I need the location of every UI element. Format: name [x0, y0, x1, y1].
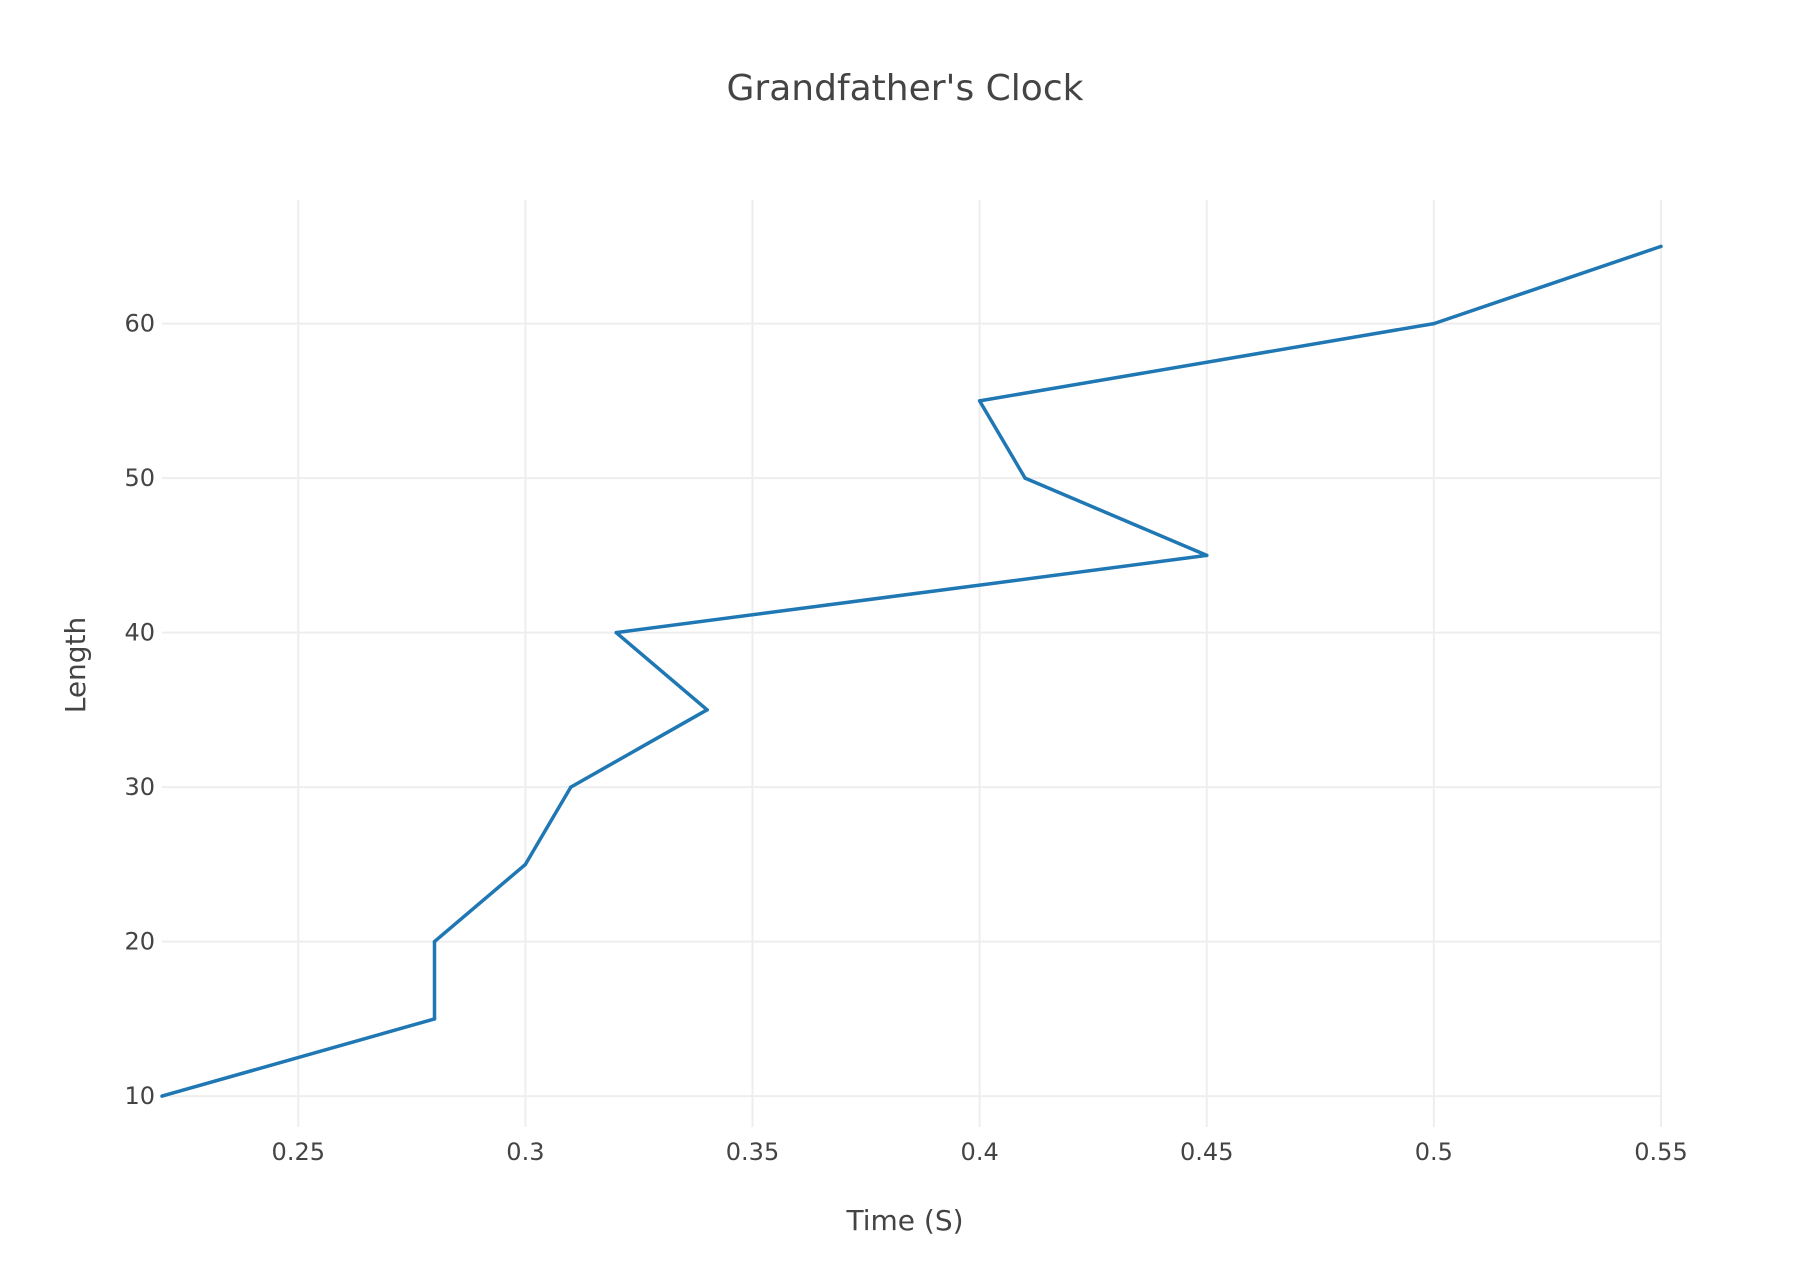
data-point	[523, 862, 528, 867]
y-tick-label: 60	[124, 310, 155, 338]
data-point	[1205, 553, 1209, 558]
x-tick-label: 0.25	[272, 1138, 325, 1166]
x-axis-title: Time (S)	[845, 1204, 963, 1237]
y-tick-label: 50	[124, 464, 155, 492]
x-tick-label: 0.55	[1634, 1138, 1687, 1166]
y-tick-label: 40	[124, 619, 155, 647]
series-line	[161, 244, 1662, 1098]
data-point	[1659, 244, 1663, 249]
x-tick-label: 0.3	[506, 1138, 544, 1166]
y-tick-label: 10	[124, 1082, 155, 1110]
data-point	[432, 939, 437, 944]
y-tick-label: 20	[124, 928, 155, 956]
chart-title: Grandfather's Clock	[727, 68, 1084, 109]
x-tick-label: 0.45	[1180, 1138, 1233, 1166]
y-axis-title: Length	[59, 617, 92, 714]
data-point	[1432, 321, 1436, 326]
data-point	[160, 1094, 164, 1098]
tick-label-layer: 0.25 0.3 0.35 0.4 0.45 0.5 0.55 10 20 30 40 50 60	[124, 310, 1687, 1166]
data-point	[977, 399, 982, 403]
grid-layer	[162, 200, 1662, 1127]
data-point	[614, 630, 618, 635]
data-point	[1023, 476, 1027, 480]
data-point	[569, 785, 573, 789]
y-tick-label: 30	[124, 773, 155, 801]
data-point	[705, 708, 709, 712]
data-point	[432, 1017, 437, 1021]
series-layer	[160, 244, 1663, 1098]
x-tick-label: 0.5	[1415, 1138, 1453, 1166]
x-tick-label: 0.4	[961, 1138, 999, 1166]
x-tick-label: 0.35	[726, 1138, 779, 1166]
